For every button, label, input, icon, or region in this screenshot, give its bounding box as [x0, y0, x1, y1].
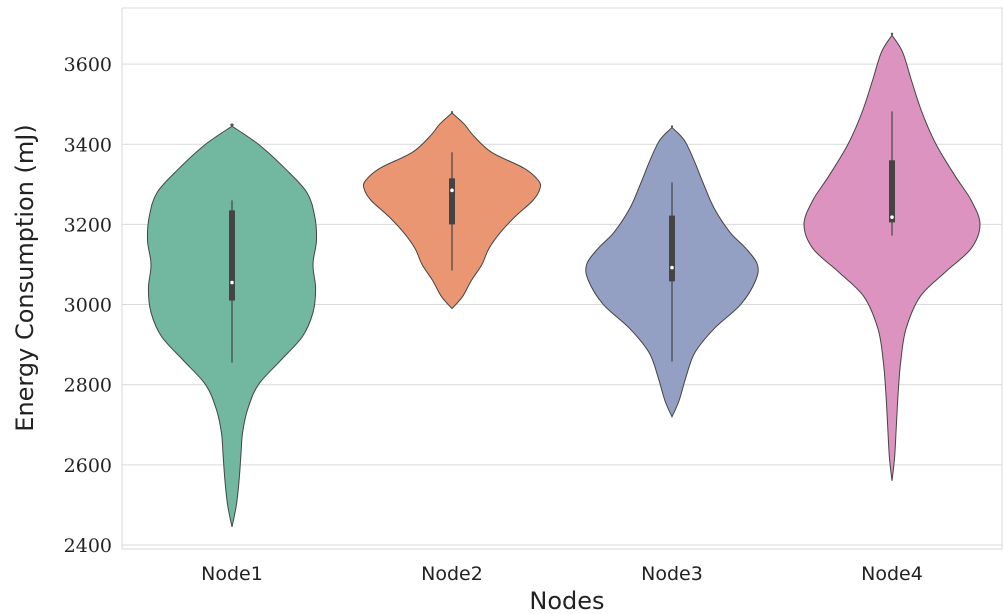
- x-axis-ticks: Node1 Node2 Node3 Node4: [201, 563, 923, 585]
- x-tick-label: Node1: [201, 563, 263, 585]
- y-axis-ticks: 2400 2600 2800 3000 3200 3400 3600: [64, 54, 112, 557]
- iqr-box: [229, 210, 235, 301]
- x-axis-title: Nodes: [529, 587, 604, 614]
- y-tick-label: 3200: [64, 214, 112, 236]
- violin-node4: [803, 32, 981, 481]
- violins: [146, 32, 981, 528]
- median-marker: [890, 215, 894, 219]
- median-marker: [450, 188, 454, 193]
- y-tick-label: 3000: [64, 295, 112, 317]
- y-axis-title: Energy Consumption (mJ): [11, 124, 39, 431]
- median-marker: [670, 265, 674, 270]
- iqr-box: [669, 215, 675, 282]
- plot-frame: [121, 7, 1003, 550]
- x-tick-label: Node2: [421, 563, 483, 585]
- x-tick-label: Node3: [641, 563, 703, 585]
- x-tick-label: Node4: [861, 563, 923, 585]
- y-tick-label: 3400: [64, 134, 112, 156]
- y-tick-label: 3600: [64, 54, 112, 76]
- iqr-box: [449, 178, 455, 225]
- y-tick-label: 2600: [64, 455, 112, 477]
- y-tick-label: 2400: [64, 535, 112, 557]
- y-tick-label: 2800: [64, 375, 112, 397]
- iqr-box: [889, 160, 895, 223]
- median-marker: [230, 280, 234, 285]
